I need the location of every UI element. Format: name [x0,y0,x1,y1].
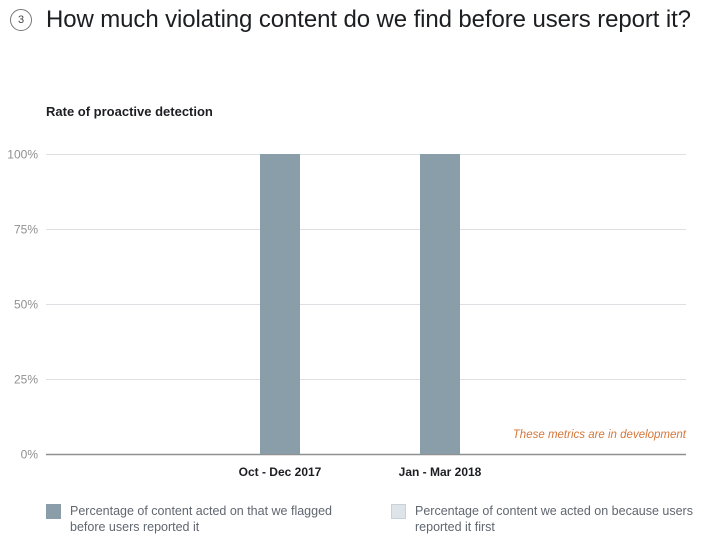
y-axis-tick-labels: 0% 25% 50% 75% 100% [7,148,38,462]
legend-label-reported: Percentage of content we acted on becaus… [415,504,693,534]
legend-item-reported: Percentage of content we acted on becaus… [391,503,705,535]
x-tick-label: Jan - Mar 2018 [399,465,482,479]
section-header: 3 How much violating content do we find … [10,6,691,34]
legend-label-flagged: Percentage of content acted on that we f… [70,504,332,534]
y-tick-label: 75% [14,223,38,237]
step-number-badge: 3 [10,9,32,31]
legend-item-flagged: Percentage of content acted on that we f… [46,503,360,535]
legend-swatch-reported [391,504,406,519]
gridlines [46,154,686,456]
x-tick-label: Oct - Dec 2017 [239,465,322,479]
bar-flagged[interactable] [420,154,460,454]
y-tick-label: 0% [21,448,39,462]
x-axis-tick-labels: Oct - Dec 2017 Jan - Mar 2018 [239,465,482,479]
page-title: How much violating content do we find be… [46,6,691,33]
chart-title: Rate of proactive detection [46,104,213,119]
development-note: These metrics are in development [513,429,687,441]
bar-flagged[interactable] [260,154,300,454]
bars [260,154,460,454]
legend-swatch-flagged [46,504,61,519]
y-tick-label: 100% [7,148,38,162]
y-tick-label: 50% [14,298,38,312]
y-tick-label: 25% [14,373,38,387]
